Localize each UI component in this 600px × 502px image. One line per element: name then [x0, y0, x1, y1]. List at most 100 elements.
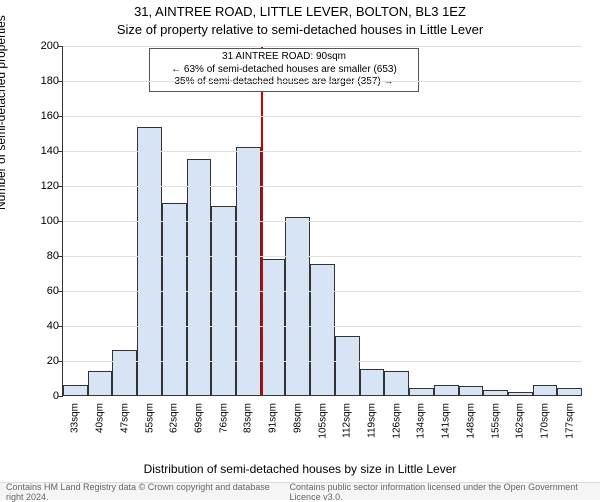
y-tick-mark — [58, 326, 63, 327]
x-tick-slot: 33sqm — [63, 395, 88, 401]
x-tick-slot: 40sqm — [88, 395, 113, 401]
chart-container: 31, AINTREE ROAD, LITTLE LEVER, BOLTON, … — [0, 0, 600, 500]
y-tick-label: 120 — [29, 180, 59, 192]
x-tick-slot: 126sqm — [384, 395, 409, 401]
gridline — [63, 81, 582, 82]
gridline — [63, 46, 582, 47]
histogram-bar — [360, 369, 385, 395]
x-tick-slot: 141sqm — [434, 395, 459, 401]
footer-right: Contains public sector information licen… — [290, 482, 594, 502]
x-tick-slot: 47sqm — [112, 395, 137, 401]
gridline — [63, 186, 582, 187]
y-tick-mark — [58, 361, 63, 362]
histogram-bar — [459, 386, 484, 395]
x-tick-label: 170sqm — [540, 403, 551, 439]
x-tick-slot: 105sqm — [310, 395, 335, 401]
gridline — [63, 221, 582, 222]
x-tick-slot: 155sqm — [483, 395, 508, 401]
gridline — [63, 361, 582, 362]
x-tick-slot: 112sqm — [335, 395, 360, 401]
x-tick-label: 91sqm — [268, 403, 279, 433]
y-tick-label: 180 — [29, 75, 59, 87]
histogram-bar — [557, 388, 582, 395]
x-tick-label: 148sqm — [465, 403, 476, 439]
footer-left: Contains HM Land Registry data © Crown c… — [6, 482, 280, 502]
y-tick-mark — [58, 116, 63, 117]
x-tick-label: 105sqm — [317, 403, 328, 439]
y-tick-mark — [58, 256, 63, 257]
x-tick-slot: 148sqm — [459, 395, 484, 401]
y-tick-label: 100 — [29, 215, 59, 227]
x-tick-label: 76sqm — [218, 403, 229, 433]
x-tick-slot: 162sqm — [508, 395, 533, 401]
y-tick-mark — [58, 151, 63, 152]
histogram-bar — [63, 385, 88, 396]
histogram-bar — [162, 203, 187, 396]
histogram-bar — [137, 127, 162, 395]
histogram-bar — [384, 371, 409, 396]
histogram-bar — [335, 336, 360, 396]
x-tick-slot: 76sqm — [211, 395, 236, 401]
y-tick-label: 40 — [29, 320, 59, 332]
gridline — [63, 151, 582, 152]
gridline — [63, 326, 582, 327]
x-tick-slot: 134sqm — [409, 395, 434, 401]
x-tick-label: 155sqm — [490, 403, 501, 439]
histogram-bar — [409, 388, 434, 395]
y-tick-mark — [58, 46, 63, 47]
y-tick-mark — [58, 396, 63, 397]
y-tick-label: 20 — [29, 355, 59, 367]
y-axis-label: Number of semi-detached properties — [0, 15, 8, 210]
histogram-bar — [533, 385, 558, 396]
y-tick-mark — [58, 186, 63, 187]
histogram-bar — [434, 385, 459, 396]
histogram-bar — [236, 147, 261, 396]
y-tick-mark — [58, 291, 63, 292]
histogram-bar — [211, 206, 236, 395]
x-tick-slot: 119sqm — [360, 395, 385, 401]
x-tick-label: 69sqm — [193, 403, 204, 433]
x-ticks-group: 33sqm40sqm47sqm55sqm62sqm69sqm76sqm83sqm… — [63, 395, 582, 401]
x-tick-slot: 69sqm — [187, 395, 212, 401]
chart-title-sub: Size of property relative to semi-detach… — [0, 22, 600, 37]
x-tick-label: 177sqm — [564, 403, 575, 439]
y-tick-label: 60 — [29, 285, 59, 297]
x-tick-label: 33sqm — [70, 403, 81, 433]
x-tick-slot: 170sqm — [533, 395, 558, 401]
x-tick-slot: 177sqm — [557, 395, 582, 401]
x-tick-slot: 83sqm — [236, 395, 261, 401]
x-tick-label: 119sqm — [366, 403, 377, 438]
footer: Contains HM Land Registry data © Crown c… — [0, 482, 600, 500]
x-tick-label: 47sqm — [119, 403, 130, 433]
gridline — [63, 116, 582, 117]
chart-title-main: 31, AINTREE ROAD, LITTLE LEVER, BOLTON, … — [0, 4, 600, 19]
histogram-bar — [112, 350, 137, 396]
gridline — [63, 291, 582, 292]
x-tick-label: 162sqm — [515, 403, 526, 439]
gridline — [63, 256, 582, 257]
histogram-bar — [187, 159, 212, 395]
x-axis-label: Distribution of semi-detached houses by … — [0, 462, 600, 476]
annotation-box: 31 AINTREE ROAD: 90sqm ← 63% of semi-det… — [149, 48, 419, 92]
histogram-bar — [285, 217, 310, 396]
y-tick-label: 80 — [29, 250, 59, 262]
x-tick-slot: 91sqm — [261, 395, 286, 401]
plot-area: 33sqm40sqm47sqm55sqm62sqm69sqm76sqm83sqm… — [62, 46, 582, 396]
x-tick-label: 126sqm — [391, 403, 402, 439]
x-tick-slot: 55sqm — [137, 395, 162, 401]
y-tick-label: 140 — [29, 145, 59, 157]
x-tick-label: 98sqm — [292, 403, 303, 433]
y-tick-mark — [58, 221, 63, 222]
y-tick-label: 160 — [29, 110, 59, 122]
x-tick-label: 83sqm — [243, 403, 254, 433]
annotation-line2: ← 63% of semi-detached houses are smalle… — [154, 64, 414, 77]
x-tick-label: 134sqm — [416, 403, 427, 439]
x-tick-label: 141sqm — [441, 403, 452, 439]
y-tick-label: 200 — [29, 40, 59, 52]
x-tick-slot: 62sqm — [162, 395, 187, 401]
x-tick-label: 55sqm — [144, 403, 155, 433]
x-tick-slot: 98sqm — [285, 395, 310, 401]
histogram-bar — [88, 371, 113, 396]
y-tick-label: 0 — [29, 390, 59, 402]
annotation-line3: 35% of semi-detached houses are larger (… — [154, 76, 414, 89]
